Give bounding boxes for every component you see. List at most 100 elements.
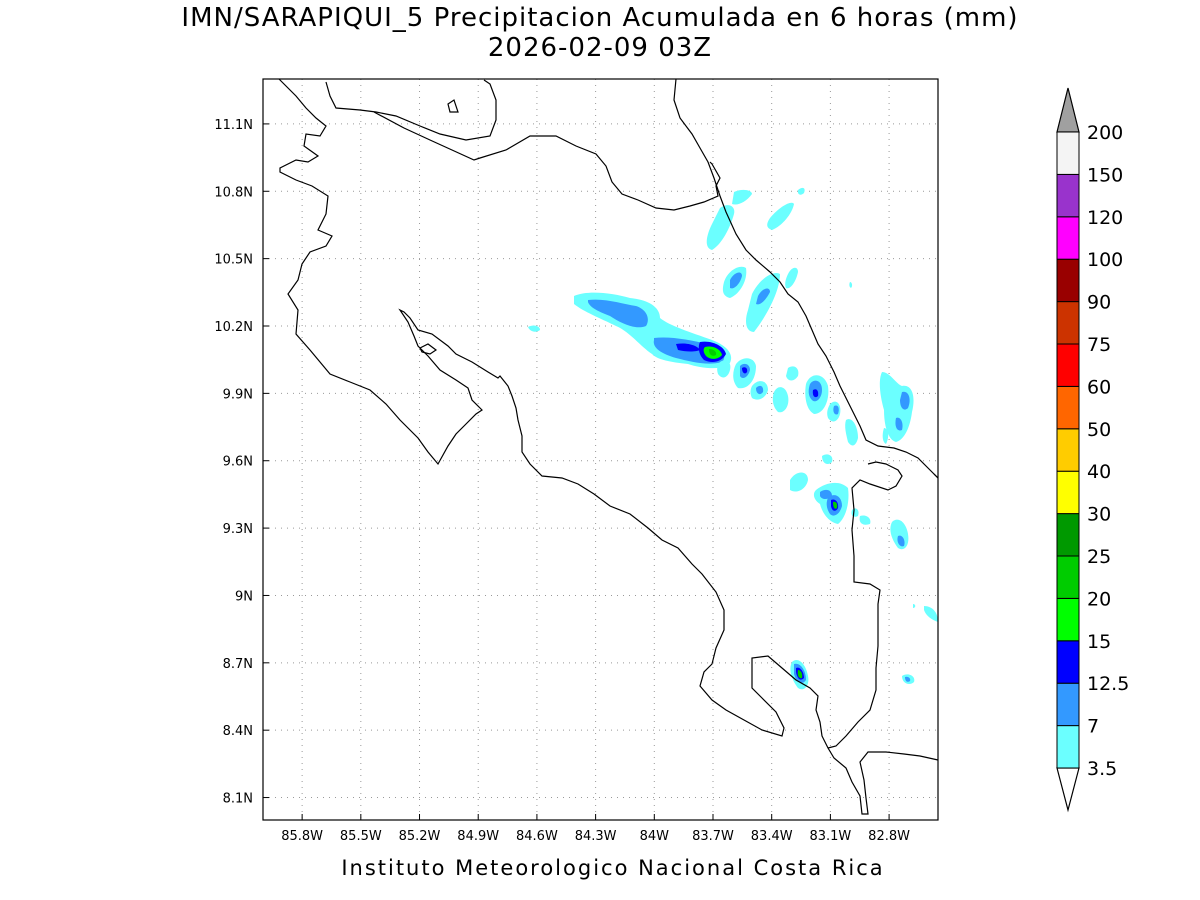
x-tick-label: 83.4W [751,829,793,844]
colorbar-label: 90 [1087,292,1111,314]
precip-area [895,417,903,431]
y-tick-label: 9.6N [223,455,253,470]
precip-area [812,389,819,398]
colorbar-label: 75 [1087,334,1111,356]
colorbar-swatch [1056,725,1080,769]
precip-area [756,385,764,395]
precip-area [900,391,910,410]
colorbar-label: 20 [1087,588,1111,610]
footer-credit: Instituto Meteorologico Nacional Costa R… [341,856,885,880]
y-tick-label: 9.3N [223,522,253,537]
colorbar-swatch [1056,216,1080,260]
precip-area [756,288,770,305]
x-tick-label: 84.9W [457,829,499,844]
precip-area [706,205,735,250]
colorbar-swatch [1056,385,1080,430]
coastlines [278,78,939,815]
coastline [933,473,939,479]
colorbar-label: 3.5 [1087,758,1117,780]
border-line [827,461,903,749]
precip-area [528,325,540,332]
colorbar-swatch [1056,258,1080,303]
colorbar-under-triangle [1056,767,1080,813]
x-tick-label: 82.8W [868,829,910,844]
coastline [278,78,939,815]
x-tick-label: 85.2W [399,829,441,844]
colorbar-swatch [1056,682,1080,727]
colorbar-label: 12.5 [1087,673,1129,695]
precip-area [785,267,798,289]
chart-title: IMN/SARAPIQUI_5 Precipitacion Acumulada … [181,3,1019,33]
colorbar-over-triangle [1056,87,1080,133]
x-tick-label: 84.3W [575,829,617,844]
colorbar-swatch [1056,597,1080,642]
y-tick-label: 11.1N [214,118,253,133]
precip-area [851,508,859,517]
colorbar-swatch [1056,513,1080,557]
precip-area [717,360,731,378]
precip-area [820,489,832,499]
precip-area [732,189,752,205]
map-frame [262,78,939,821]
precip-area [849,282,853,288]
colorbar-label: 120 [1087,207,1123,229]
precip-area [797,670,803,679]
y-tick-label: 10.2N [214,320,253,335]
precip-area [746,272,780,332]
precip-area [905,676,911,682]
y-tick-label: 10.8N [214,185,253,200]
y-tick-label: 9N [235,589,253,604]
y-axis: 11.1N 10.8N 10.5N 10.2N 9.9N 9.6N 9.3N 9N 8.7N 8.… [214,118,269,807]
x-tick-label: 84.6W [516,829,558,844]
chart-datetime: 2026-02-09 03Z [487,33,713,63]
colorbar-label: 7 [1087,716,1099,738]
colorbar-label: 15 [1087,631,1111,653]
lake-outline [419,343,438,355]
precip-area [767,202,794,230]
y-tick-label: 9.9N [223,387,253,402]
y-tick-label: 10.5N [214,253,253,268]
precipitation-field [528,187,938,690]
colorbar-label: 30 [1087,504,1111,526]
precip-area [730,272,742,289]
x-axis: 85.8W 85.5W 85.2W 84.9W 84.6W 84.3W 84W 83.7W 83… [281,814,910,844]
precip-area [924,606,938,622]
y-tick-label: 8.7N [223,657,253,672]
colorbar-label: 60 [1087,376,1111,398]
colorbar-label: 25 [1087,546,1111,568]
grid-lines [263,79,938,820]
colorbar: 3.5 7 12.5 15 20 25 30 40 50 60 75 90 100 120 150 200 [1056,87,1129,813]
colorbar-swatch [1056,343,1080,387]
colorbar-swatch [1056,301,1080,345]
colorbar-label: 50 [1087,419,1111,441]
x-tick-label: 85.5W [340,829,382,844]
precip-area [859,515,871,525]
precip-area [772,387,789,413]
y-tick-label: 8.4N [223,724,253,739]
precip-area [797,187,805,195]
precip-area [742,367,748,374]
x-tick-label: 83.7W [692,829,734,844]
colorbar-swatch [1056,428,1080,472]
precip-area [588,299,648,328]
precip-area [822,454,833,464]
precip-area [709,349,717,356]
colorbar-swatch [1056,131,1080,175]
colorbar-swatch [1056,470,1080,515]
y-tick-label: 8.1N [223,792,253,807]
precip-area [786,366,799,381]
precip-area [882,428,889,444]
precip-area [833,405,839,415]
precip-area [676,343,700,352]
precip-area [879,372,914,442]
colorbar-swatch [1056,173,1080,218]
colorbar-swatch [1056,640,1080,684]
precip-area [845,419,858,446]
colorbar-label: 100 [1087,249,1123,271]
precip-area [833,501,838,509]
x-tick-label: 83.1W [809,829,851,844]
colorbar-label: 150 [1087,164,1123,186]
colorbar-label: 200 [1087,122,1123,144]
colorbar-swatch [1056,555,1080,599]
